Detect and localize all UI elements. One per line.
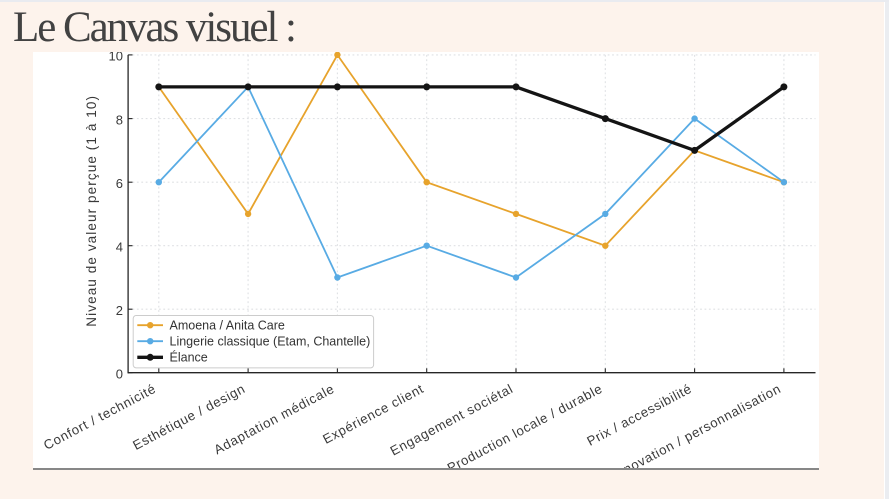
- svg-text:10: 10: [109, 52, 123, 64]
- svg-text:Amoena / Anita Care: Amoena / Anita Care: [170, 319, 285, 333]
- svg-text:6: 6: [116, 176, 123, 191]
- svg-text:Production locale / durable: Production locale / durable: [445, 381, 605, 468]
- svg-text:2: 2: [116, 303, 123, 318]
- svg-text:Lingerie classique (Etam, Chan: Lingerie classique (Etam, Chantelle): [170, 335, 371, 349]
- svg-text:4: 4: [116, 240, 123, 255]
- svg-text:8: 8: [116, 112, 123, 127]
- svg-text:Élance: Élance: [170, 350, 208, 365]
- svg-text:Niveau de valeur perçue (1 à 1: Niveau de valeur perçue (1 à 10): [84, 95, 99, 327]
- svg-text:0: 0: [116, 367, 123, 382]
